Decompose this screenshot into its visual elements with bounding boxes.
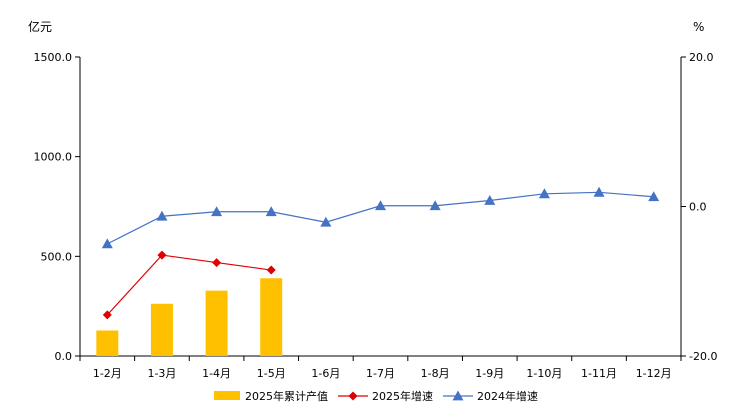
- right-tick-label: 20.0: [689, 51, 714, 64]
- left-tick-label: 1000.0: [34, 151, 73, 164]
- x-tick-label: 1-12月: [636, 367, 672, 380]
- series-point: [266, 265, 276, 275]
- series-point: [265, 206, 277, 217]
- series-point: [484, 195, 496, 205]
- left-axis-unit: 亿元: [28, 19, 52, 34]
- series-point: [212, 258, 222, 268]
- x-tick-label: 1-6月: [311, 367, 340, 380]
- x-tick-label: 1-4月: [202, 367, 231, 380]
- right-tick-label: -20.0: [689, 350, 717, 363]
- right-axis-unit: %: [693, 20, 704, 34]
- x-tick-label: 1-7月: [366, 367, 395, 380]
- series-line: [107, 191, 654, 245]
- series-point: [375, 200, 386, 211]
- x-tick-label: 1-5月: [257, 367, 286, 380]
- series-point: [648, 191, 660, 202]
- series-point: [102, 310, 112, 320]
- legend: 2025年累计产值 2025年增速 2024年增速: [214, 389, 538, 403]
- series-point: [538, 188, 550, 199]
- series-point: [101, 238, 113, 249]
- bar-mark: [260, 278, 283, 356]
- legend-swatch: [214, 391, 240, 400]
- x-tick-label: 1-10月: [526, 367, 562, 380]
- axes: 0.0 500.0 1000.0 1500.0 -20.0 0.0 20.0 1-2月 1-3月…: [34, 51, 718, 380]
- series-point: [429, 200, 441, 211]
- series-point: [156, 210, 168, 221]
- right-tick-label: 0.0: [689, 201, 707, 214]
- left-tick-label: 0.0: [55, 350, 73, 363]
- x-tick-label: 1-8月: [421, 367, 450, 380]
- series-point: [211, 206, 223, 217]
- series-point: [157, 250, 167, 260]
- bar-series: [96, 278, 283, 356]
- legend-marker: [348, 391, 358, 401]
- line-series: [101, 186, 660, 320]
- x-tick-label: 1-9月: [475, 367, 504, 380]
- x-tick-label: 1-11月: [581, 367, 617, 380]
- legend-label: 2025年累计产值: [245, 389, 328, 403]
- bar-mark: [150, 303, 173, 356]
- legend-marker: [452, 390, 464, 401]
- legend-label: 2025年增速: [372, 389, 433, 403]
- series-line: [106, 254, 272, 316]
- x-tick-label: 1-3月: [147, 367, 176, 380]
- left-tick-label: 1500.0: [34, 51, 73, 64]
- x-tick-label: 1-2月: [93, 367, 122, 380]
- series-point: [320, 216, 332, 227]
- left-tick-label: 500.0: [41, 250, 73, 263]
- bar-mark: [96, 330, 119, 356]
- series-point: [593, 186, 605, 197]
- legend-label: 2024年增速: [477, 389, 538, 403]
- bar-mark: [205, 290, 228, 356]
